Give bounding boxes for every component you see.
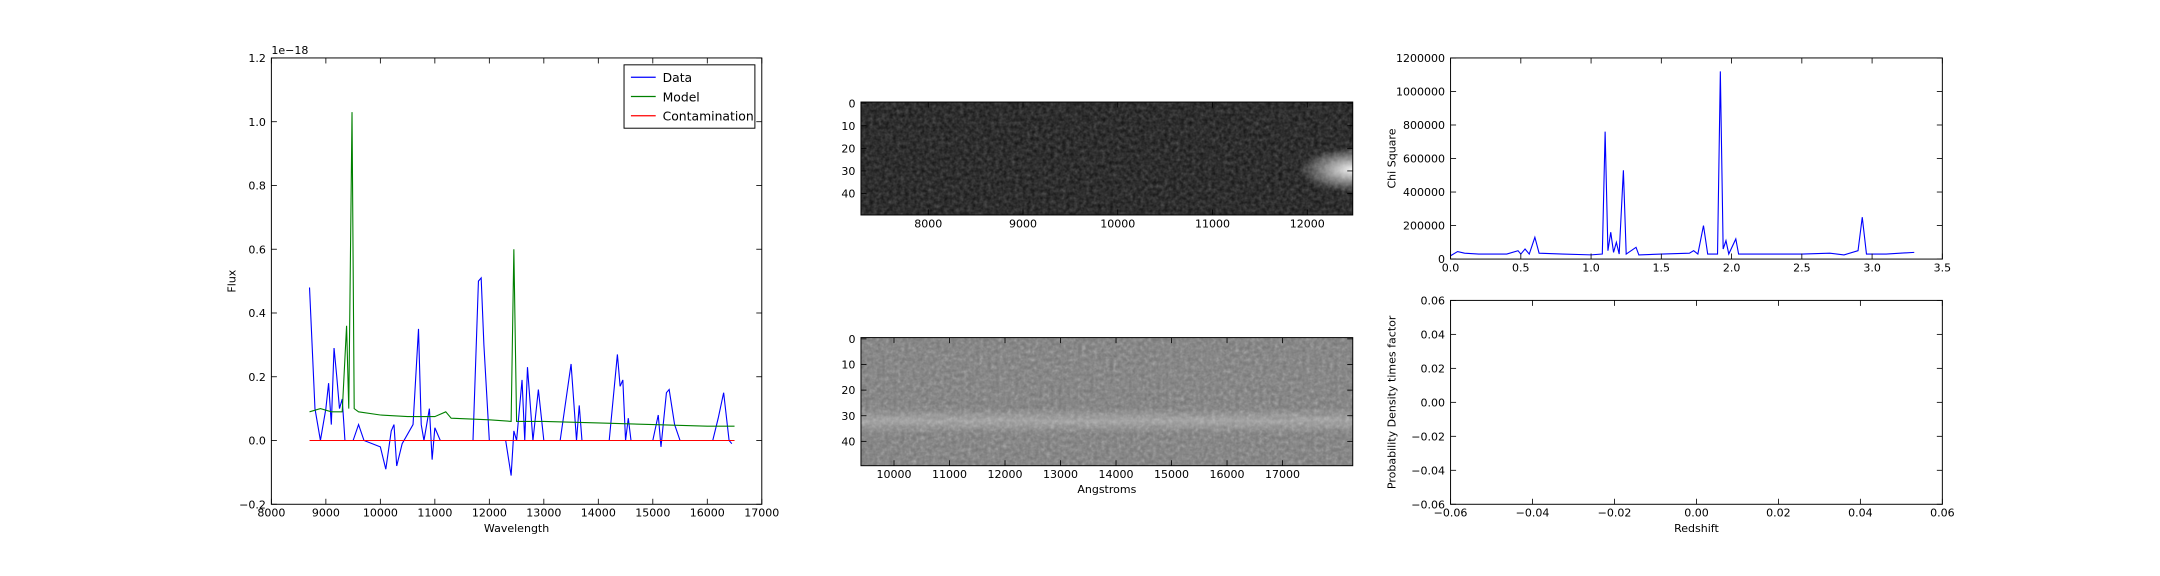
y-tick-label: 0.2 <box>248 371 266 384</box>
y-tick-label: 0.4 <box>248 307 266 320</box>
y-tick-label: 400000 <box>1403 186 1445 199</box>
x-tick-label: 10000 <box>876 468 911 481</box>
x-tick-label: 1.0 <box>1582 261 1600 274</box>
y-tick-label: 1.0 <box>248 116 266 129</box>
plot-area <box>1450 300 1943 505</box>
x-tick-label: 9000 <box>1009 217 1037 230</box>
y-tick-label: 10 <box>841 120 855 133</box>
image-bottom <box>860 337 1353 466</box>
x-tick-label: 11000 <box>932 468 967 481</box>
x-tick-label: 3.0 <box>1863 261 1881 274</box>
x-tick-label: −0.06 <box>1434 507 1468 520</box>
x-tick-label: 17000 <box>744 507 779 520</box>
plot-area <box>1450 57 1943 260</box>
y-axis-label: Flux <box>226 269 239 292</box>
x-tick-label: 0.00 <box>1684 507 1709 520</box>
x-tick-label: 1.5 <box>1653 261 1671 274</box>
y-tick-label: 0.06 <box>1421 295 1446 308</box>
x-tick-label: 2.5 <box>1793 261 1811 274</box>
panel: 0.0 0.5 1.0 1.5 2.0 2.5 3.0 3.5 0 200000 400000 600… <box>1385 52 1951 274</box>
x-tick-label: 3.5 <box>1934 261 1952 274</box>
axes-frame <box>860 337 1354 467</box>
panel: 8000 9000 10000 11000 12000 0 10 20 30 40 <box>841 97 1354 230</box>
x-tick-label: 16000 <box>1210 468 1245 481</box>
x-tick-label: 13000 <box>1043 468 1078 481</box>
y-tick-label: 200000 <box>1403 220 1445 233</box>
y-tick-label: 10 <box>841 359 855 372</box>
x-tick-label: 0.04 <box>1848 507 1873 520</box>
x-tick-label: 13000 <box>526 507 561 520</box>
data-line <box>1450 71 1915 257</box>
y-tick-label: 1200000 <box>1396 52 1445 65</box>
x-tick-label: 12000 <box>472 507 507 520</box>
y-axis-label: Probability Density times factor <box>1385 315 1398 489</box>
x-tick-label: 2.0 <box>1723 261 1741 274</box>
y-tick-label: 0.0 <box>248 435 266 448</box>
x-axis-label: Wavelength <box>484 522 549 535</box>
y-tick-label: 0 <box>1438 253 1445 266</box>
y-tick-label: 0.04 <box>1421 329 1446 342</box>
y-tick-label: −0.2 <box>239 498 266 511</box>
x-tick-label: 14000 <box>581 507 616 520</box>
x-tick-label: 16000 <box>690 507 725 520</box>
y-tick-label: 0.8 <box>248 180 266 193</box>
y-offset-label: 1e−18 <box>271 44 308 57</box>
x-tick-label: 11000 <box>1195 217 1230 230</box>
y-tick-label: 30 <box>841 165 855 178</box>
x-tick-label: 12000 <box>1290 217 1325 230</box>
x-tick-label: 12000 <box>987 468 1022 481</box>
y-tick-label: 20 <box>841 142 855 155</box>
x-axis-label: Redshift <box>1674 522 1719 535</box>
x-tick-label: 15000 <box>1154 468 1189 481</box>
y-axis-label: Chi Square <box>1385 128 1398 188</box>
y-tick-label: −0.04 <box>1411 464 1445 477</box>
x-tick-label: 17000 <box>1265 468 1300 481</box>
y-tick-label: 1.2 <box>248 52 266 65</box>
panel: 8000 9000 10000 11000 12000 13000 14000 15000 16… <box>226 44 780 535</box>
y-tick-label: 0.02 <box>1421 362 1446 375</box>
x-tick-label: 0.06 <box>1930 507 1955 520</box>
y-tick-label: 1000000 <box>1396 86 1445 99</box>
x-tick-label: 8000 <box>914 217 942 230</box>
y-tick-label: 40 <box>841 188 855 201</box>
y-tick-label: −0.02 <box>1411 430 1445 443</box>
x-axis-label: Angstroms <box>1077 483 1136 496</box>
legend-label: Contamination <box>663 109 754 124</box>
x-tick-label: 15000 <box>635 507 670 520</box>
legend-label: Data <box>663 70 693 85</box>
x-tick-label: 0.02 <box>1766 507 1791 520</box>
x-tick-label: 9000 <box>312 507 340 520</box>
y-tick-label: 0.6 <box>248 243 266 256</box>
x-tick-label: 10000 <box>1100 217 1135 230</box>
axes-frame <box>270 57 763 505</box>
x-tick-label: 8000 <box>257 507 285 520</box>
data-line <box>309 112 735 427</box>
axes-frame <box>860 101 1354 216</box>
legend-label: Model <box>663 89 700 104</box>
y-tick-label: 0.00 <box>1421 396 1446 409</box>
x-tick-label: 0.0 <box>1442 261 1460 274</box>
y-tick-label: 600000 <box>1403 153 1445 166</box>
x-tick-label: 0.5 <box>1512 261 1530 274</box>
panel: 10000 11000 12000 13000 14000 15000 16000 17000… <box>841 333 1354 496</box>
y-tick-label: −0.06 <box>1411 498 1445 511</box>
x-tick-label: 14000 <box>1098 468 1133 481</box>
y-tick-label: 0 <box>848 97 855 110</box>
y-tick-label: 30 <box>841 410 855 423</box>
y-tick-label: 20 <box>841 384 855 397</box>
y-tick-label: 0 <box>848 333 855 346</box>
image-top <box>860 102 1353 215</box>
y-tick-label: 800000 <box>1403 119 1445 132</box>
x-tick-label: −0.04 <box>1516 507 1550 520</box>
x-tick-label: 11000 <box>417 507 452 520</box>
panel: −0.06 −0.04 −0.02 0.00 0.02 0.04 0.06 −0.06 −0.0… <box>1385 295 1954 535</box>
x-tick-label: 10000 <box>363 507 398 520</box>
x-tick-label: −0.02 <box>1598 507 1632 520</box>
y-tick-label: 40 <box>841 435 855 448</box>
